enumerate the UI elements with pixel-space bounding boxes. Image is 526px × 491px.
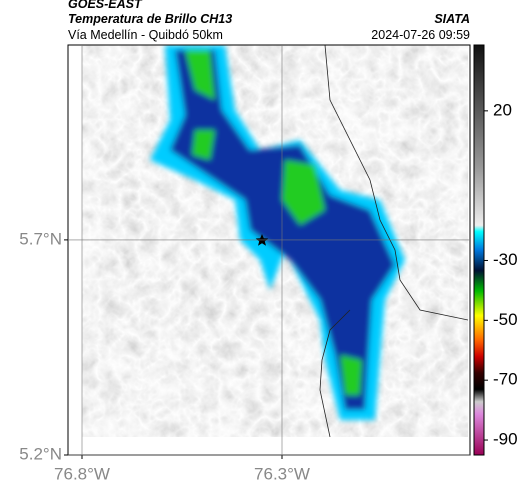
- colorbar-label: -70: [493, 370, 518, 389]
- title: GOES-EAST: [68, 0, 143, 11]
- location: Vía Medellín - Quibdó 50km: [68, 28, 223, 42]
- datetime: 2024-07-26 09:59: [371, 28, 470, 42]
- x-tick-label: 76.3°W: [254, 464, 310, 483]
- subtitle: Temperatura de Brillo CH13: [68, 12, 232, 26]
- y-tick-label: 5.2°N: [19, 444, 62, 463]
- colorbar-label: -90: [493, 430, 518, 449]
- satellite-image: [82, 45, 468, 437]
- colorbar-label: -50: [493, 310, 518, 329]
- x-tick-label: 76.8°W: [54, 464, 110, 483]
- axes: 76.8°W 76.3°W 5.7°N 5.2°N 20 -30 -50 -70 -90: [19, 45, 518, 483]
- source: SIATA: [434, 12, 470, 26]
- colorbar: [473, 44, 485, 456]
- y-tick-label: 5.7°N: [19, 229, 62, 248]
- colorbar-label: 20: [493, 100, 512, 119]
- colorbar-label: -30: [493, 250, 518, 269]
